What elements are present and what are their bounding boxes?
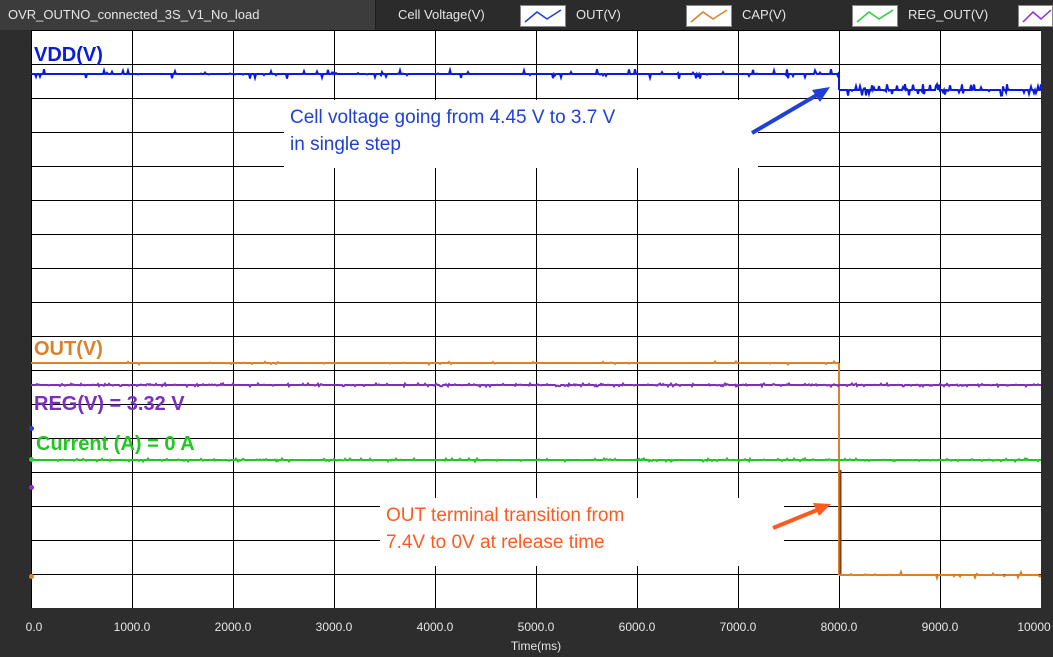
line-swatch-icon xyxy=(520,5,566,27)
line-swatch-icon xyxy=(1018,5,1053,27)
vdd-label: VDD(V) xyxy=(34,44,103,67)
tab-waveform-file[interactable]: OVR_OUTNO_connected_3S_V1_No_load xyxy=(0,0,376,30)
channel-marker-icon[interactable] xyxy=(29,457,34,462)
x-tick-label: 9000.0 xyxy=(922,620,959,634)
out-label: OUT(V) xyxy=(34,338,103,361)
x-tick-label: 8000.0 xyxy=(821,620,858,634)
line-swatch-icon xyxy=(686,5,732,27)
line-swatch-icon xyxy=(852,5,898,27)
x-tick-label: 7000.0 xyxy=(720,620,757,634)
current-label: Current (A) = 0 A xyxy=(36,433,195,456)
x-axis-label: Time(ms) xyxy=(511,639,561,653)
annotation-line: 7.4V to 0V at release time xyxy=(386,529,778,556)
annotation-line: Cell voltage going from 4.45 V to 3.7 V xyxy=(290,104,752,131)
x-tick-label: 0.0 xyxy=(26,620,43,634)
out-transition-annotation: OUT terminal transition from 7.4V to 0V … xyxy=(380,498,784,566)
out-trace xyxy=(31,362,839,365)
channel-marker-icon[interactable] xyxy=(29,426,34,431)
annotation-line: OUT terminal transition from xyxy=(386,502,778,529)
reg-label: REG(V) = 3.32 V xyxy=(34,393,185,416)
x-tick-label: 4000.0 xyxy=(417,620,454,634)
legend-label: OUT(V) xyxy=(576,0,621,30)
x-tick-label: 3000.0 xyxy=(316,620,353,634)
x-tick-label: 6000.0 xyxy=(619,620,656,634)
annotation-line: in single step xyxy=(290,131,752,158)
x-tick-label: 5000.0 xyxy=(518,620,555,634)
channel-marker-icon[interactable] xyxy=(29,485,34,490)
legend-title: Cell Voltage(V) xyxy=(398,0,485,30)
x-tick-label: 1000.0 xyxy=(114,620,151,634)
legend-bar: OVR_OUTNO_connected_3S_V1_No_load Cell V… xyxy=(0,0,1053,30)
cell-voltage-annotation: Cell voltage going from 4.45 V to 3.7 V … xyxy=(284,100,758,168)
legend-label: CAP(V) xyxy=(742,0,786,30)
channel-marker-icon[interactable] xyxy=(29,574,34,579)
x-tick-label: 2000.0 xyxy=(215,620,252,634)
right-margin xyxy=(1041,30,1053,608)
x-tick-label: 10000 xyxy=(1017,620,1050,634)
legend-label: REG_OUT(V) xyxy=(908,0,988,30)
axis-gutter xyxy=(0,30,31,608)
